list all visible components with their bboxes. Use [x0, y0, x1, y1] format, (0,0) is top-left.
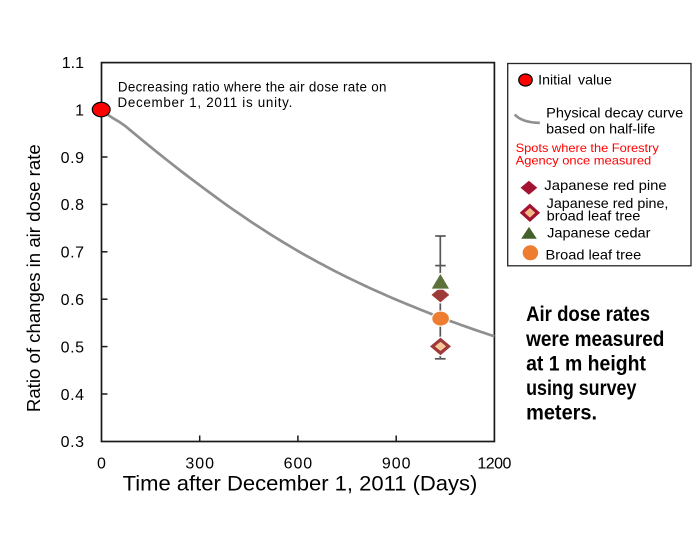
svg-text:0.9: 0.9 [61, 150, 84, 167]
svg-text:0.3: 0.3 [61, 434, 84, 451]
svg-text:Air dose rates: Air dose rates [526, 303, 650, 326]
svg-text:0: 0 [97, 456, 106, 473]
svg-text:0.6: 0.6 [61, 292, 84, 309]
svg-text:0.7: 0.7 [61, 245, 84, 262]
svg-text:based on half-life: based on half-life [546, 120, 655, 136]
svg-text:300: 300 [185, 456, 214, 473]
svg-text:0.8: 0.8 [61, 197, 84, 214]
svg-text:1.1: 1.1 [62, 55, 84, 72]
svg-text:Japanese cedar: Japanese cedar [547, 224, 651, 240]
svg-text:1200: 1200 [477, 456, 511, 473]
svg-text:Ratio of changes in air dose r: Ratio of changes in air dose rate [24, 144, 44, 412]
svg-text:broad leaf tree: broad leaf tree [547, 208, 641, 224]
svg-text:meters.: meters. [526, 401, 597, 425]
svg-text:Japanese red pine,: Japanese red pine, [547, 195, 669, 211]
svg-text:using survey: using survey [526, 377, 636, 401]
svg-text:900: 900 [382, 456, 411, 473]
svg-text:0.4: 0.4 [61, 387, 84, 404]
svg-text:Time after December 1, 2011 (D: Time after December 1, 2011 (Days) [123, 473, 478, 496]
svg-text:1: 1 [75, 102, 84, 119]
svg-text:Initial value: Initial value [538, 72, 612, 88]
svg-text:Physical decay curve: Physical decay curve [546, 104, 683, 120]
svg-text:were measured: were measured [525, 328, 664, 351]
svg-text:Agency once measured: Agency once measured [516, 154, 652, 168]
svg-text:Decreasing ratio where the air: Decreasing ratio where the air dose rate… [118, 80, 387, 95]
svg-text:0.5: 0.5 [61, 339, 84, 356]
svg-text:at 1 m height: at 1 m height [526, 353, 646, 376]
svg-text:December 1, 2011 is unity.: December 1, 2011 is unity. [118, 95, 293, 110]
svg-text:Broad leaf tree: Broad leaf tree [546, 247, 642, 263]
svg-text:600: 600 [284, 456, 313, 473]
svg-text:Spots where the Forestry: Spots where the Forestry [516, 141, 659, 155]
svg-text:Japanese red pine: Japanese red pine [544, 177, 667, 193]
